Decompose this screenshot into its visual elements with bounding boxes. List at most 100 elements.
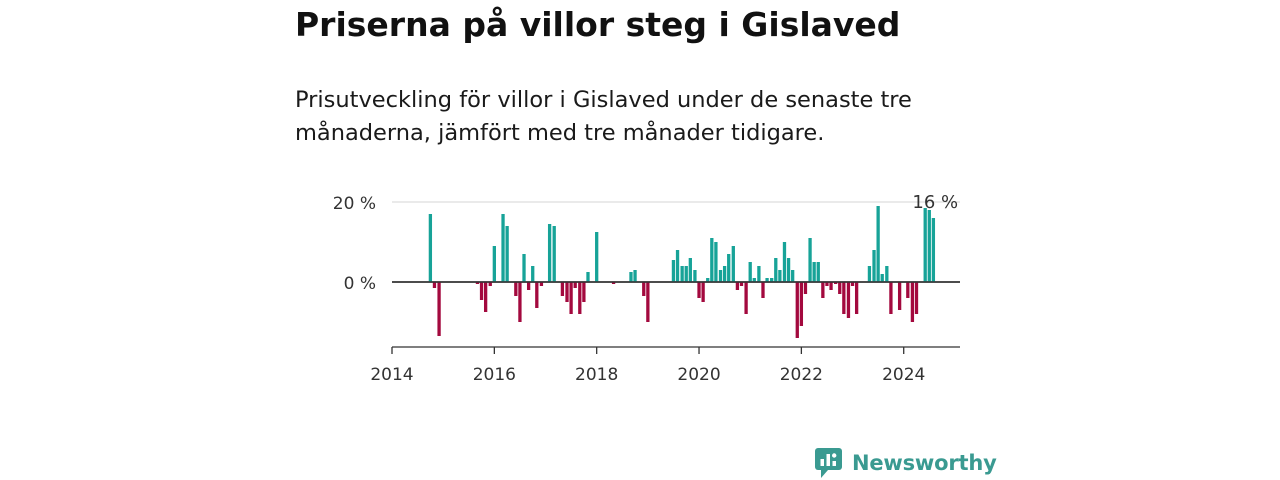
chart-bar bbox=[931, 218, 936, 282]
x-tick-label: 2014 bbox=[370, 365, 413, 385]
chart-bar bbox=[629, 272, 633, 282]
chart-bar bbox=[565, 282, 569, 302]
x-tick-label: 2018 bbox=[575, 365, 618, 385]
chart-bar bbox=[611, 282, 616, 284]
chart-bar bbox=[795, 282, 799, 338]
chart-title: Priserna på villor steg i Gislaved bbox=[295, 5, 901, 44]
chart-bar bbox=[914, 282, 919, 314]
chart-bar bbox=[578, 282, 582, 314]
chart-bar bbox=[428, 214, 433, 282]
chart-bar bbox=[770, 278, 774, 282]
x-tick-label: 2016 bbox=[473, 365, 516, 385]
axes bbox=[391, 281, 960, 354]
chart-bar bbox=[531, 266, 535, 282]
chart-bar bbox=[646, 282, 650, 322]
chart-bar bbox=[479, 282, 484, 300]
chart-bar bbox=[778, 270, 782, 282]
x-tick-label: 2020 bbox=[677, 365, 720, 385]
chart-bar bbox=[821, 282, 825, 298]
newsworthy-logo-icon bbox=[815, 448, 842, 478]
chart-bar bbox=[731, 246, 735, 282]
chart-bar bbox=[560, 282, 565, 296]
chart-bar bbox=[876, 206, 880, 282]
chart-bar bbox=[850, 282, 855, 286]
bars bbox=[428, 206, 936, 338]
chart-bar bbox=[846, 282, 851, 318]
chart-bar bbox=[834, 282, 838, 284]
chart-bar bbox=[910, 282, 915, 322]
chart-bar bbox=[748, 262, 752, 282]
chart-bar bbox=[539, 282, 544, 286]
chart-bar bbox=[829, 282, 833, 290]
chart-bar bbox=[825, 282, 829, 286]
chart-bar bbox=[838, 282, 842, 294]
chart-bar bbox=[867, 266, 872, 282]
chart-bar bbox=[752, 278, 756, 282]
chart-bar bbox=[693, 270, 697, 282]
newsworthy-brand-name: Newsworthy bbox=[852, 451, 997, 475]
chart-bar bbox=[684, 266, 688, 282]
y-tick-label: 20 % bbox=[333, 194, 376, 214]
chart-subtitle: Prisutveckling för villor i Gislaved und… bbox=[295, 87, 912, 146]
chart-bar bbox=[595, 232, 599, 282]
chart-bar bbox=[701, 282, 705, 302]
bar-chart: 0 % 20 % 2014 2016 2018 2020 2022 2024 16 % bbox=[333, 192, 960, 385]
chart-bar bbox=[710, 238, 714, 282]
chart-bar bbox=[854, 282, 859, 314]
chart-bar bbox=[897, 282, 902, 310]
chart-bar bbox=[680, 266, 684, 282]
chart-bar bbox=[786, 258, 791, 282]
chart-bar bbox=[526, 282, 531, 290]
chart-bar bbox=[514, 282, 518, 296]
chart-bar bbox=[889, 282, 893, 314]
chart-bar bbox=[671, 260, 676, 282]
chart-bar bbox=[483, 282, 488, 312]
newsworthy-brand[interactable]: Newsworthy bbox=[814, 446, 997, 480]
chart-bar bbox=[774, 258, 778, 282]
chart-bar bbox=[633, 270, 637, 282]
chart-bar bbox=[522, 254, 526, 282]
chart-bar bbox=[808, 238, 812, 282]
chart-bar bbox=[727, 254, 731, 282]
chart-bar bbox=[535, 282, 539, 308]
y-tick-label: 0 % bbox=[344, 274, 376, 294]
last-value-annotation: 16 % bbox=[912, 192, 958, 213]
chart-bar bbox=[757, 266, 761, 282]
chart-bar bbox=[782, 242, 787, 282]
x-tick-label: 2024 bbox=[882, 365, 925, 385]
chart-bar bbox=[803, 282, 808, 294]
chart-bar bbox=[505, 226, 509, 282]
chart-bar bbox=[586, 272, 590, 282]
chart-bar bbox=[714, 242, 718, 282]
chart-bar bbox=[547, 224, 552, 282]
chart-bar bbox=[518, 282, 522, 322]
chart-bar bbox=[573, 282, 577, 288]
x-tick-label: 2022 bbox=[780, 365, 823, 385]
chart-bar bbox=[927, 210, 931, 282]
chart-bar bbox=[872, 250, 876, 282]
chart-bar bbox=[706, 278, 710, 282]
chart-bar bbox=[735, 282, 740, 290]
chart-bar bbox=[739, 282, 744, 286]
chart-bar bbox=[765, 278, 769, 282]
chart-bar bbox=[697, 282, 701, 298]
chart-bar bbox=[582, 282, 586, 302]
chart-bar bbox=[842, 282, 846, 314]
chart-bar bbox=[552, 226, 556, 282]
chart-bar bbox=[492, 246, 496, 282]
chart-bar bbox=[799, 282, 804, 326]
chart-bar bbox=[880, 274, 884, 282]
chart-bar bbox=[642, 282, 646, 296]
annotations: 0 % 20 % 2014 2016 2018 2020 2022 2024 16 % bbox=[333, 192, 958, 385]
chart-bar bbox=[437, 282, 441, 336]
chart-bar bbox=[923, 208, 927, 282]
chart-bar bbox=[885, 266, 889, 282]
chart-bar bbox=[791, 270, 795, 282]
chart-bar bbox=[812, 262, 816, 282]
chart-bar bbox=[501, 214, 505, 282]
chart-bar bbox=[906, 282, 910, 298]
chart-bar bbox=[675, 250, 680, 282]
chart-bar bbox=[475, 282, 480, 284]
chart-bar bbox=[488, 282, 492, 286]
chart-bar bbox=[816, 262, 820, 282]
